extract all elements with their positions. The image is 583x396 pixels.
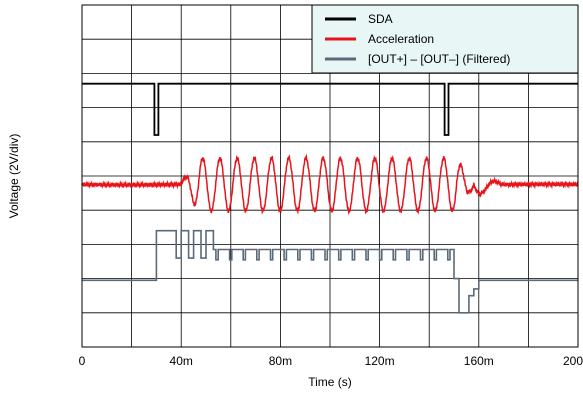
x-tick-label: 120m <box>365 354 395 368</box>
x-tick-labels: 0 40m 80m 120m 160m 200m <box>79 354 583 368</box>
series-line--out-out-filtered- <box>82 229 578 314</box>
x-tick-label: 0 <box>79 354 86 368</box>
legend-entry-label: Acceleration <box>368 32 434 46</box>
series-line-acceleration <box>81 153 579 216</box>
x-tick-label: 40m <box>170 354 193 368</box>
legend-box <box>311 4 579 74</box>
x-axis-label: Time (s) <box>308 375 352 389</box>
series-line-sda <box>82 82 578 136</box>
y-axis-label: Voltage (2V/div) <box>7 134 21 219</box>
legend: SDA Acceleration [OUT+] – [OUT–] (Filtered… <box>311 4 579 74</box>
legend-entry-label: SDA <box>368 12 393 26</box>
legend-entry-label: [OUT+] – [OUT–] (Filtered) <box>368 52 510 66</box>
x-tick-label: 160m <box>464 354 494 368</box>
x-tick-label: 80m <box>269 354 292 368</box>
series-layer <box>81 82 579 314</box>
x-tick-label: 200m <box>563 354 583 368</box>
